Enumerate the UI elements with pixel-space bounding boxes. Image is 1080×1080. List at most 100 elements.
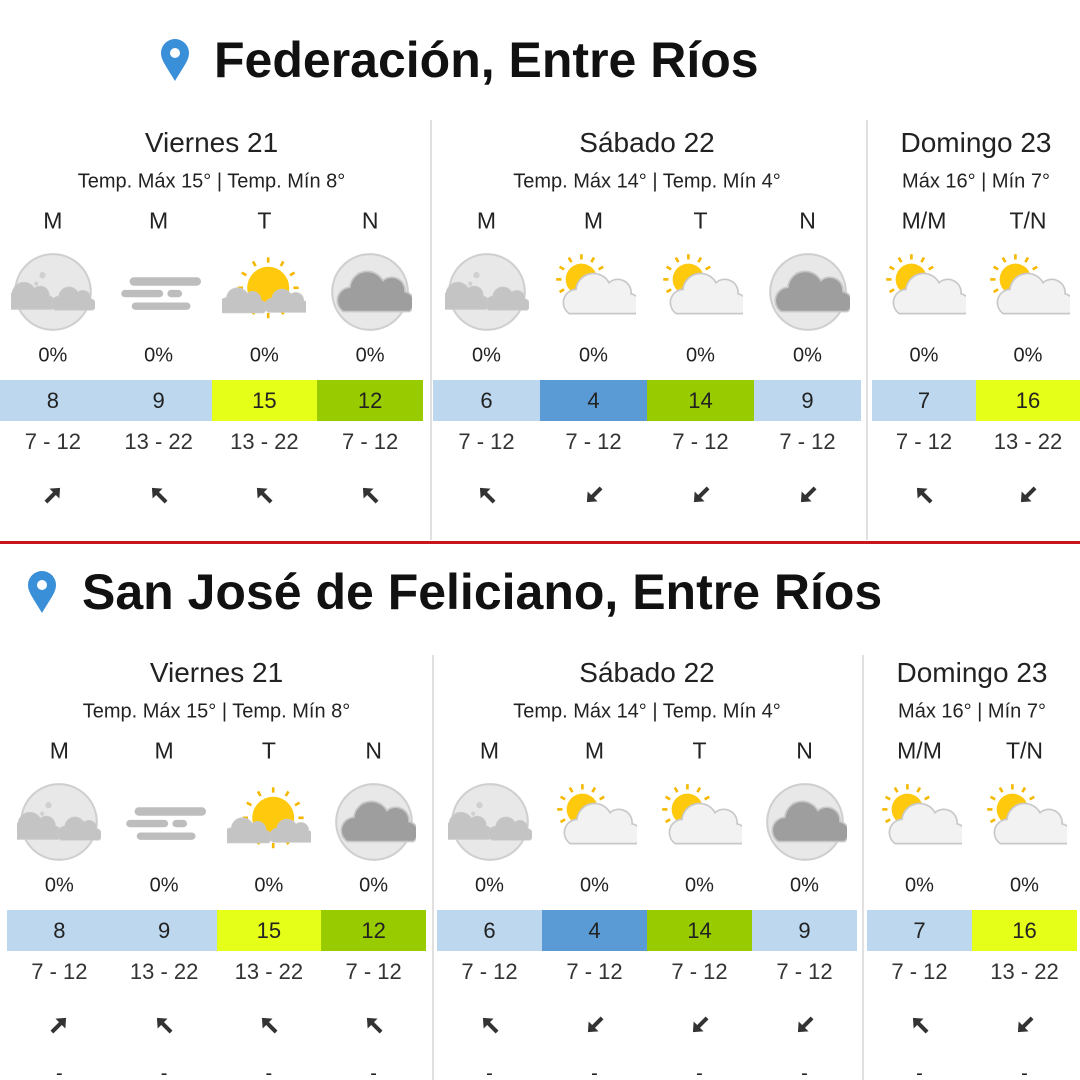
icon-shape — [336, 270, 415, 313]
icon-shape — [693, 486, 709, 503]
weather-icon — [763, 780, 850, 864]
wind-range: 7 - 12 — [895, 429, 953, 454]
icon-shape — [261, 1017, 278, 1034]
temp-value: 8 — [53, 918, 66, 943]
icon-shape — [664, 818, 671, 824]
icon-shape — [331, 253, 415, 331]
temp-cell — [540, 380, 647, 421]
icon-shape — [768, 253, 853, 331]
icon-shape — [129, 277, 201, 286]
icon-shape — [597, 265, 604, 271]
temp-value: 9 — [798, 918, 811, 943]
icon-shape — [556, 784, 642, 845]
weather-icon — [328, 250, 415, 334]
icon-shape — [916, 487, 933, 504]
icon-shape — [470, 811, 475, 816]
icon-shape — [289, 271, 296, 277]
period-label: N — [799, 207, 816, 234]
weather-icon — [122, 780, 207, 864]
location-title: San José de Feliciano, Entre Ríos — [82, 564, 883, 620]
wind-range: 7 - 12 — [31, 959, 88, 984]
wind-arrow — [478, 1013, 502, 1037]
wind-arrow — [912, 483, 936, 507]
icon-shape — [479, 487, 495, 504]
temp-value: 7 — [917, 388, 931, 413]
icon-shape — [218, 257, 310, 319]
icon-shape — [1017, 1016, 1033, 1033]
day-divider — [866, 120, 868, 540]
icon-shape — [989, 818, 996, 824]
period-label: T — [261, 737, 276, 764]
day-divider — [862, 655, 864, 1080]
wind-arrow — [1013, 1013, 1037, 1037]
temp-value: 6 — [483, 918, 496, 943]
icon-shape — [482, 1017, 498, 1034]
icon-shape — [928, 265, 934, 271]
rain-chance: 0% — [580, 874, 609, 897]
icon-shape — [340, 800, 419, 843]
icon-shape — [1028, 795, 1035, 801]
period-label: M — [149, 207, 169, 234]
wind-arrow — [689, 483, 713, 507]
weather-icon — [658, 780, 747, 864]
temp-value: 14 — [687, 918, 712, 943]
day-summary: Temp. Máx 15° | Temp. Mín 8° — [82, 700, 351, 723]
icon-shape — [773, 270, 853, 313]
weather-icon — [439, 780, 533, 864]
icon-shape — [886, 254, 971, 315]
icon-shape — [3, 253, 96, 331]
icon-shape — [693, 486, 709, 503]
period-label: T — [692, 737, 707, 764]
icon-shape — [436, 253, 530, 331]
temp-cell — [321, 910, 426, 951]
wind-arrow — [793, 1013, 817, 1037]
icon-shape — [662, 254, 748, 315]
period-label: M — [49, 737, 69, 764]
extra-value: - — [486, 1062, 493, 1080]
temp-value: 9 — [158, 918, 171, 943]
rain-chance: 0% — [472, 344, 501, 367]
temp-cell — [7, 910, 112, 951]
extra-value: - — [591, 1062, 598, 1080]
icon-shape — [487, 816, 533, 841]
rain-chance: 0% — [1010, 874, 1039, 897]
icon-shape — [567, 256, 573, 263]
icon-shape — [590, 786, 596, 793]
icon-shape — [39, 272, 46, 279]
wind-range: 13 - 22 — [124, 429, 193, 454]
icon-shape — [126, 807, 207, 840]
icon-shape — [134, 807, 207, 816]
extra-value: - — [370, 1062, 377, 1080]
icon-shape — [665, 265, 672, 271]
icon-shape — [151, 487, 168, 504]
icon-shape — [131, 302, 191, 310]
icon-shape — [487, 816, 533, 841]
icon-shape — [120, 289, 163, 298]
weather-icon — [223, 780, 314, 864]
icon-shape — [1020, 486, 1037, 503]
icon-shape — [170, 48, 180, 58]
wind-arrow — [147, 483, 171, 507]
temp-cell — [542, 910, 647, 951]
icon-shape — [915, 786, 921, 793]
rain-chance: 0% — [38, 344, 68, 367]
icon-shape — [44, 487, 60, 504]
wind-range: 7 - 12 — [341, 429, 399, 454]
icon-shape — [28, 571, 56, 613]
wind-range: 7 - 12 — [891, 959, 948, 984]
wind-range: 7 - 12 — [24, 429, 82, 454]
icon-shape — [1017, 1016, 1033, 1033]
icon-shape — [912, 1017, 928, 1034]
icon-shape — [1020, 486, 1037, 503]
wind-range: 7 - 12 — [776, 959, 833, 984]
icon-shape — [261, 1017, 278, 1034]
weather-icon — [986, 250, 1075, 334]
temp-cell — [647, 910, 752, 951]
icon-shape — [157, 1017, 173, 1034]
wind-arrow — [41, 483, 65, 507]
weather-icon — [3, 250, 96, 334]
icon-shape — [770, 800, 850, 843]
icon-shape — [800, 486, 816, 503]
icon-shape — [157, 1017, 173, 1034]
